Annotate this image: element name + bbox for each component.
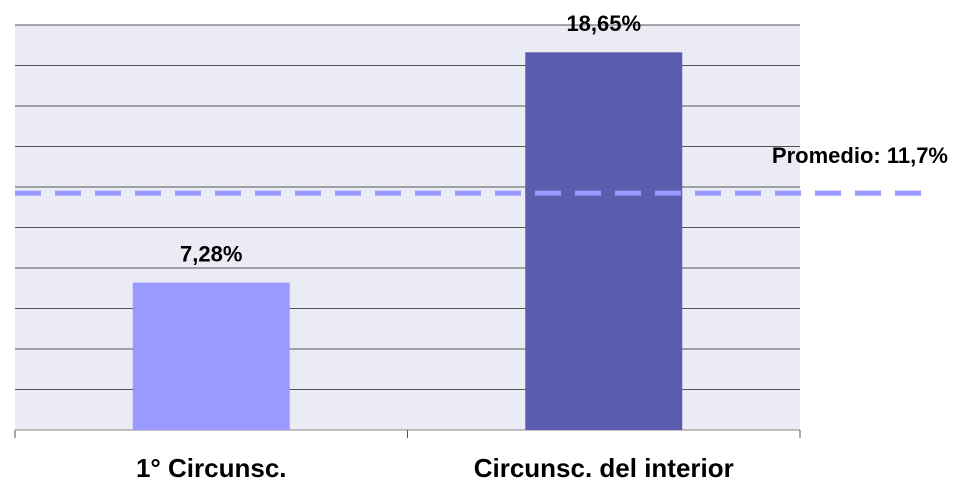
bar <box>525 52 683 431</box>
average-label: Promedio: 11,7% <box>772 143 948 168</box>
bar <box>132 282 290 430</box>
x-tick-label: Circunsc. del interior <box>474 453 734 482</box>
value-label: 7,28% <box>180 241 242 266</box>
x-tick-label: 1° Circunsc. <box>136 453 287 482</box>
value-label: 18,65% <box>566 11 641 36</box>
